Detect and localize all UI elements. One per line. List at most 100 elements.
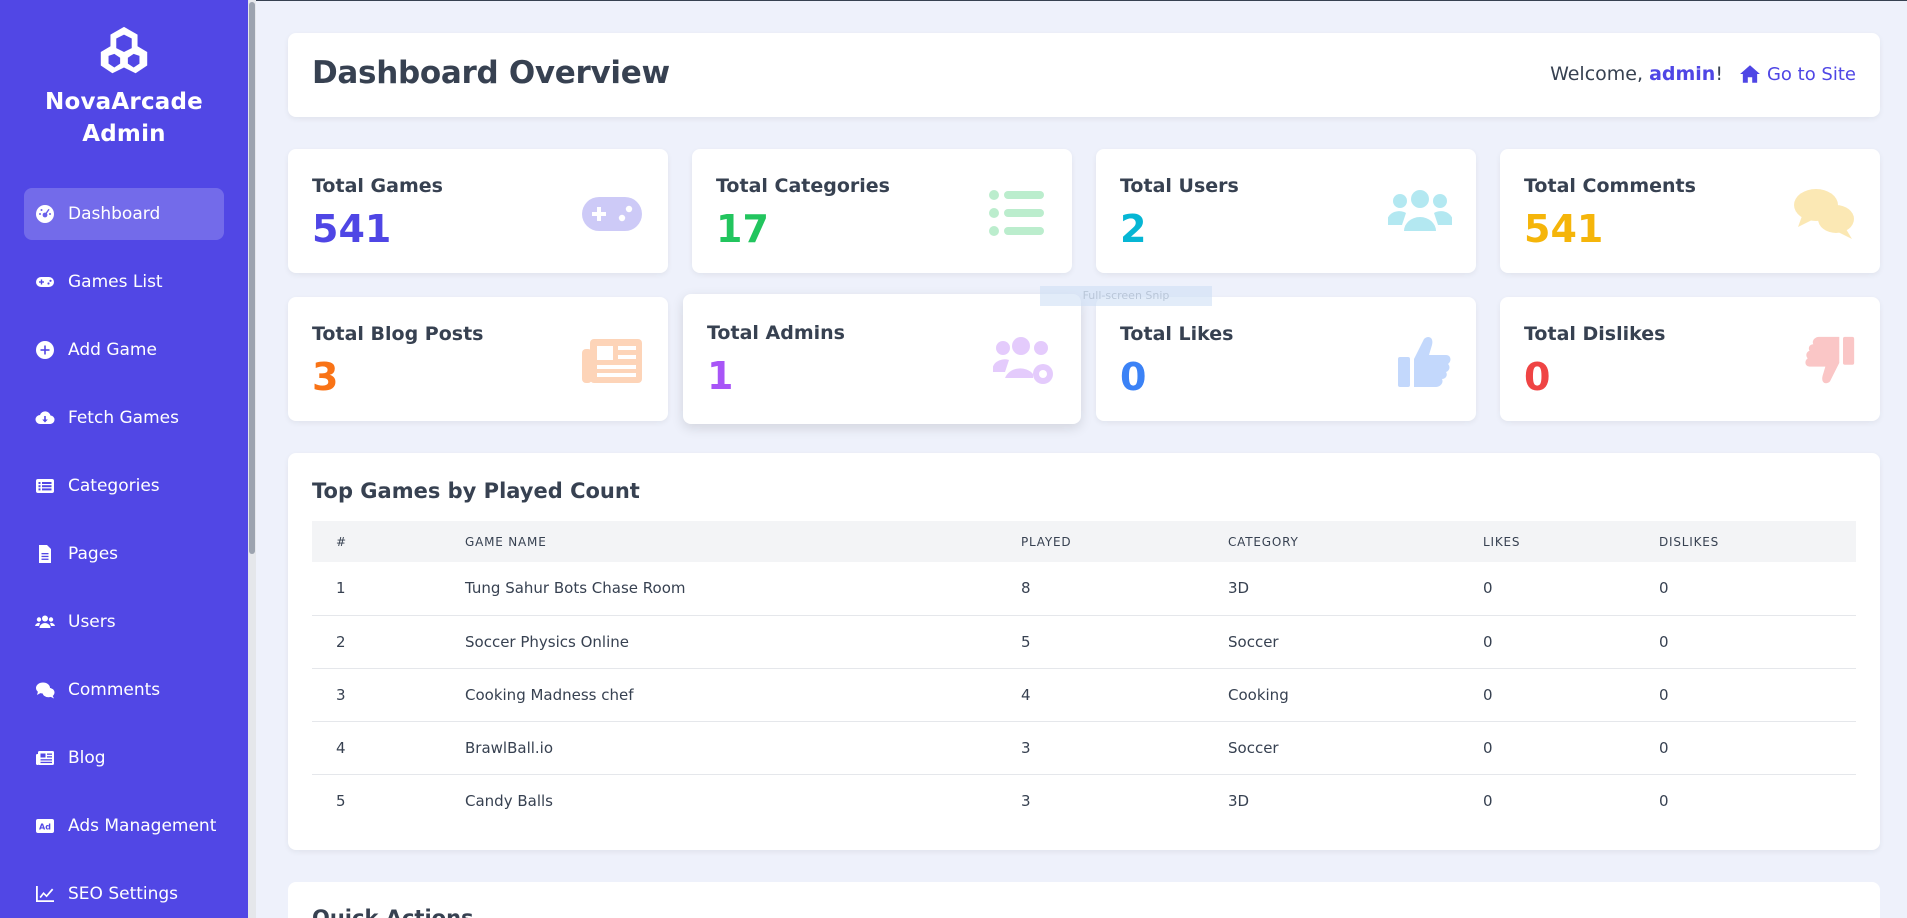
column-header: CATEGORY	[1228, 534, 1299, 549]
sidebar-item-seo-settings[interactable]: SEO Settings	[24, 868, 224, 918]
rank-cell: 4	[336, 738, 346, 757]
section-title: Quick Actions	[312, 906, 474, 918]
go-to-site-link[interactable]: Go to Site	[1739, 63, 1856, 85]
stat-card-total-admins: Total Admins 1	[683, 294, 1081, 424]
sidebar-item-label: Categories	[68, 476, 160, 496]
sidebar-item-label: Add Game	[68, 340, 157, 360]
game-name-cell: Candy Balls	[465, 791, 553, 810]
ad-icon: Ad	[34, 815, 56, 837]
stat-card-total-dislikes: Total Dislikes 0	[1500, 297, 1880, 421]
game-name-cell: Tung Sahur Bots Chase Room	[465, 579, 686, 598]
table-row: 2 Soccer Physics Online 5 Soccer 0 0	[312, 615, 1856, 668]
users-icon	[1387, 183, 1453, 243]
users-icon	[34, 611, 56, 633]
users-cog-icon	[992, 330, 1057, 390]
page-title: Dashboard Overview	[312, 55, 670, 91]
stat-value: 3	[312, 355, 339, 399]
list-icon	[984, 183, 1048, 243]
sidebar-item-label: SEO Settings	[68, 884, 179, 904]
table-row: 5 Candy Balls 3 3D 0 0	[312, 774, 1856, 827]
stat-label: Total Likes	[1120, 323, 1234, 345]
brand-subtitle: Admin	[82, 121, 166, 147]
sidebar-item-blog[interactable]: Blog	[24, 732, 224, 784]
sidebar-item-label: Blog	[68, 748, 106, 768]
sidebar-item-pages[interactable]: Pages	[24, 528, 224, 580]
sidebar-item-comments[interactable]: Comments	[24, 664, 224, 716]
list-icon	[34, 475, 56, 497]
stat-label: Total Blog Posts	[312, 323, 484, 345]
game-name-cell: BrawlBall.io	[465, 738, 554, 757]
table-row: 4 BrawlBall.io 3 Soccer 0 0	[312, 721, 1856, 774]
sidebar-item-fetch-games[interactable]: Fetch Games	[24, 392, 224, 444]
header-card: Dashboard Overview Welcome, admin ! Go t…	[288, 33, 1880, 117]
newspaper-icon	[580, 331, 644, 391]
sidebar-item-ads-management[interactable]: Ad Ads Management	[24, 800, 224, 852]
column-header: GAME NAME	[465, 534, 547, 549]
file-icon	[34, 543, 56, 565]
gamepad-icon	[580, 183, 644, 243]
top-games-card: Top Games by Played Count # GAME NAME PL…	[288, 453, 1880, 850]
stat-card-total-users: Total Users 2	[1096, 149, 1476, 273]
sidebar-nav: Dashboard Games List Add Game Fetch Game…	[0, 188, 248, 918]
stat-label: Total Users	[1120, 175, 1239, 197]
category-cell: 3D	[1228, 791, 1250, 810]
sidebar-item-label: Games List	[68, 272, 163, 292]
stat-value: 0	[1524, 355, 1551, 399]
dislikes-cell: 0	[1659, 632, 1669, 651]
sidebar-item-label: Ads Management	[68, 816, 217, 836]
likes-cell: 0	[1483, 685, 1493, 704]
thumbs-up-icon	[1396, 331, 1452, 391]
sidebar-item-games-list[interactable]: Games List	[24, 256, 224, 308]
sidebar-item-dashboard[interactable]: Dashboard	[24, 188, 224, 240]
snip-tooltip: Full-screen Snip	[1040, 286, 1212, 306]
thumbs-down-icon	[1804, 331, 1856, 391]
stat-label: Total Categories	[716, 175, 890, 197]
sidebar-scrollbar-thumb[interactable]	[249, 2, 255, 554]
stat-value: 1	[707, 354, 734, 398]
played-cell: 5	[1021, 632, 1031, 651]
svg-text:Ad: Ad	[39, 823, 51, 832]
category-cell: Soccer	[1228, 738, 1279, 757]
comments-icon	[1792, 183, 1856, 243]
comments-icon	[34, 679, 56, 701]
home-icon	[1740, 65, 1760, 83]
section-title: Top Games by Played Count	[312, 479, 640, 503]
stat-label: Total Games	[312, 175, 443, 197]
rank-cell: 5	[336, 791, 346, 810]
stat-card-total-blog-posts: Total Blog Posts 3	[288, 297, 668, 421]
welcome-message: Welcome, admin ! Go to Site	[1550, 63, 1856, 85]
played-cell: 4	[1021, 685, 1031, 704]
stat-label: Total Comments	[1524, 175, 1696, 197]
chart-line-icon	[34, 883, 56, 905]
sidebar-item-add-game[interactable]: Add Game	[24, 324, 224, 376]
likes-cell: 0	[1483, 738, 1493, 757]
game-name-cell: Soccer Physics Online	[465, 632, 629, 651]
brand[interactable]: NovaArcade Admin	[0, 0, 248, 150]
played-cell: 3	[1021, 738, 1031, 757]
likes-cell: 0	[1483, 632, 1493, 651]
stat-card-total-likes: Total Likes 0	[1096, 297, 1476, 421]
played-cell: 8	[1021, 579, 1031, 598]
sidebar-item-users[interactable]: Users	[24, 596, 224, 648]
category-cell: Soccer	[1228, 632, 1279, 651]
category-cell: Cooking	[1228, 685, 1289, 704]
column-header: DISLIKES	[1659, 534, 1720, 549]
stat-value: 17	[716, 207, 769, 251]
stat-value: 0	[1120, 355, 1147, 399]
column-header: LIKES	[1483, 534, 1521, 549]
brand-logo-icon	[100, 26, 148, 74]
rank-cell: 3	[336, 685, 346, 704]
stat-value: 541	[1524, 207, 1604, 251]
table-header-row: # GAME NAME PLAYED CATEGORY LIKES DISLIK…	[312, 521, 1856, 562]
sidebar: NovaArcade Admin Dashboard Games List Ad…	[0, 0, 248, 918]
rank-cell: 2	[336, 632, 346, 651]
stat-value: 2	[1120, 207, 1147, 251]
top-games-table: # GAME NAME PLAYED CATEGORY LIKES DISLIK…	[312, 521, 1856, 827]
sidebar-item-categories[interactable]: Categories	[24, 460, 224, 512]
stat-card-total-categories: Total Categories 17	[692, 149, 1072, 273]
column-header: #	[336, 534, 347, 549]
sidebar-item-label: Users	[68, 612, 116, 632]
top-border	[256, 0, 1907, 1]
plus-circle-icon	[34, 339, 56, 361]
dislikes-cell: 0	[1659, 579, 1669, 598]
